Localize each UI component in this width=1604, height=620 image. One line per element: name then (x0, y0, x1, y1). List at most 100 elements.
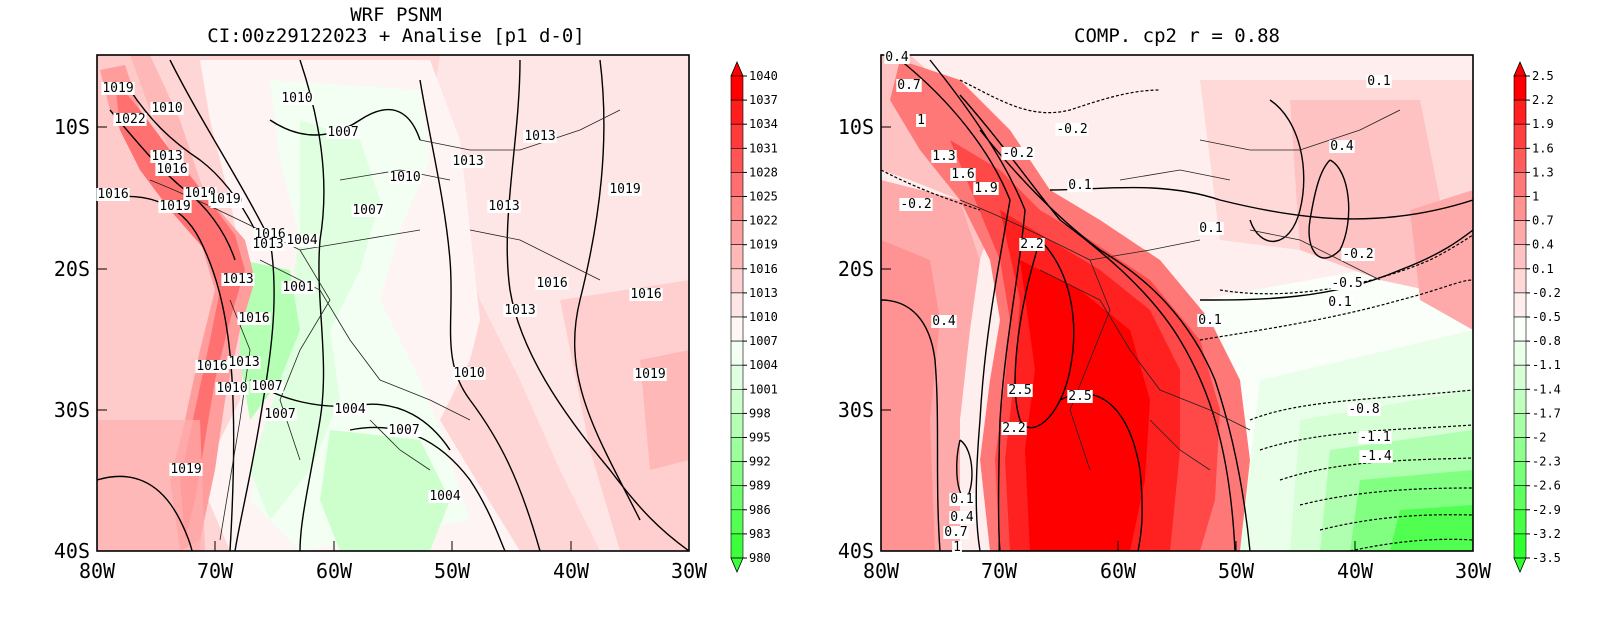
left-contour-label-bg (333, 403, 367, 416)
left-x-tick-label: 80W (79, 559, 116, 583)
right-contour-label-bg (1001, 422, 1027, 435)
left-contour-label-bg (263, 408, 297, 421)
right-colorbar-label: 1.9 (1532, 117, 1554, 131)
left-contour-label-bg (608, 183, 642, 196)
left-colorbar-label: 995 (749, 431, 771, 445)
left-colorbar-swatch (730, 388, 744, 414)
left-contour-label: 1004 (334, 402, 365, 417)
left-contour-label: 1013 (504, 303, 535, 318)
right-contour-label: -0.2 (1342, 247, 1373, 262)
left-contour-label: 1010 (389, 170, 420, 185)
right-contour-label: 0.4 (950, 510, 974, 525)
left-contour-label-bg (523, 130, 557, 143)
left-colorbar-label: 1034 (749, 117, 778, 131)
left-x-tick-label: 40W (553, 559, 590, 583)
left-colorbar-label: 998 (749, 406, 771, 420)
right-contour-label-bg (1055, 123, 1089, 136)
left-contour-label: 1019 (102, 81, 133, 96)
right-colorbar-swatch (1513, 316, 1527, 342)
right-colorbar-swatch (1513, 340, 1527, 366)
left-contour-label-bg (113, 113, 147, 126)
left-colorbar-label: 986 (749, 503, 771, 517)
left-colorbar-swatch (730, 461, 744, 487)
right-title: COMP. cp2 r = 0.88 (1074, 25, 1280, 47)
left-colorbar-swatch (730, 533, 744, 559)
left-colorbar-label: 1031 (749, 141, 778, 155)
left-title-line1: WRF PSNM (350, 4, 442, 26)
right-contour-label: 1.9 (974, 181, 997, 196)
left-contour-label: 1007 (327, 125, 358, 140)
left-colorbar-swatch (730, 196, 744, 221)
left-y-tick-label: 20S (54, 257, 90, 281)
right-x-tick-label: 60W (1100, 559, 1137, 583)
right-contour-label: 1.6 (951, 167, 974, 182)
left-contour-label-bg (633, 368, 667, 381)
left-y-axis: 10S 20S 30S 40S (54, 115, 107, 563)
left-colorbar-swatch (730, 509, 744, 535)
right-contour-label: 2.2 (1002, 421, 1025, 436)
right-plot-frame (880, 54, 1474, 552)
right-colorbar-label: -2.9 (1532, 503, 1561, 517)
right-contour-label-bg (1330, 277, 1364, 290)
right-contour-label-bg (943, 526, 969, 539)
right-contour-label: 0.1 (950, 492, 973, 507)
right-colorbar-swatch (1513, 172, 1527, 197)
right-contour-label-bg (952, 541, 962, 554)
left-contour-label-bg (452, 367, 486, 380)
right-contour-label-bg (1007, 384, 1033, 397)
right-colorbar-label: 1 (1532, 190, 1539, 204)
left-x-tick-label: 60W (316, 559, 353, 583)
left-x-tick-label: 50W (434, 559, 471, 583)
left-x-axis: 80W 70W 60W 50W 40W 30W (79, 541, 708, 583)
left-colorbar-label: 1025 (749, 190, 778, 204)
right-contour-label-bg (931, 150, 957, 163)
left-contour-label-bg (169, 463, 203, 476)
right-contour-label-bg (1358, 431, 1392, 444)
left-y-tick-label: 10S (54, 115, 90, 139)
left-colorbar-swatch (730, 99, 744, 125)
left-contour-label-bg (208, 193, 242, 206)
right-contour-label: 1 (953, 540, 961, 555)
right-contour-label: 0.4 (1330, 139, 1354, 154)
left-colorbar-swatch (730, 244, 744, 270)
right-contour-label: 0.4 (885, 50, 909, 65)
right-colorbar-swatch (1513, 388, 1527, 414)
right-contour-labels: 0.40.711.31.61.9-0.2-0.2-0.20.12.20.42.5… (884, 50, 1393, 555)
right-contour-label-bg (1327, 296, 1353, 309)
left-contour-label: 1010 (453, 366, 484, 381)
right-colorbar-label: -2 (1532, 431, 1546, 445)
left-contour-label: 1013 (228, 355, 259, 370)
right-colorbar-label: -1.1 (1532, 358, 1561, 372)
left-colorbar-swatch (730, 268, 744, 294)
right-contour-label: 0.4 (932, 314, 956, 329)
right-colorbar-swatch (1513, 268, 1527, 294)
left-contour-label-bg (237, 312, 271, 325)
right-contour-label-bg (949, 511, 975, 524)
left-contour-label-bg (158, 200, 192, 213)
left-contour-label: 1013 (452, 154, 483, 169)
right-contour-label-bg (1198, 222, 1224, 235)
left-contour-label-bg (251, 238, 285, 251)
right-colorbar-swatch (1513, 244, 1527, 270)
right-colorbar-swatch (1513, 75, 1527, 101)
left-contour-label: 1016 (630, 287, 661, 302)
left-contour-labels: 1019101010221013101610161019101010101019… (96, 81, 667, 504)
left-colorbar-label: 1004 (749, 358, 778, 372)
left-contour-label-bg (535, 277, 569, 290)
left-colorbar-arrow-bottom (730, 557, 744, 574)
right-colorbar-label: 0.7 (1532, 214, 1554, 228)
left-contour-label: 1007 (251, 379, 282, 394)
left-contour-label-bg (150, 102, 184, 115)
left-x-tick-label: 70W (197, 559, 234, 583)
left-contour-label: 1022 (114, 112, 145, 127)
left-y-tick-label: 40S (54, 539, 90, 563)
right-contour-label: -1.1 (1359, 430, 1390, 445)
right-contour-label-bg (899, 198, 933, 211)
right-colorbar-label: -0.2 (1532, 286, 1561, 300)
left-contour-label: 1016 (238, 311, 269, 326)
right-contour-label: 0.1 (1367, 74, 1390, 89)
left-contour-label: 1019 (609, 182, 640, 197)
right-colorbar-label: -1.4 (1532, 382, 1561, 396)
right-colorbar-label: -2.3 (1532, 455, 1561, 469)
right-contour-label-bg (1197, 314, 1223, 327)
